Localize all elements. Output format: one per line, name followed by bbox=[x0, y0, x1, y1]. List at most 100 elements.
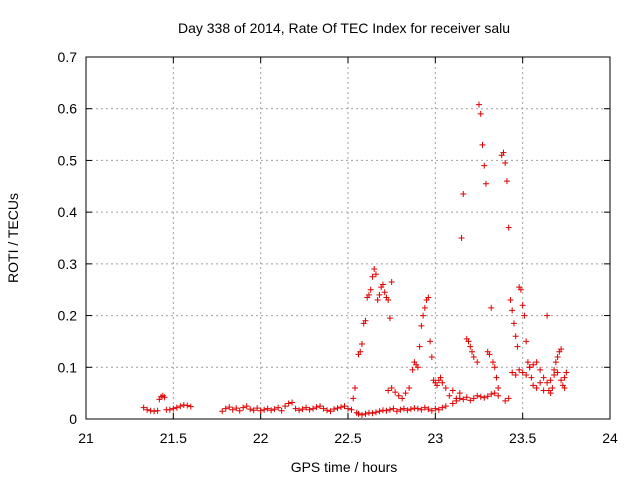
data-point bbox=[563, 369, 570, 376]
data-point bbox=[465, 338, 472, 345]
data-point bbox=[537, 366, 544, 373]
data-point bbox=[310, 405, 317, 412]
data-point bbox=[376, 408, 383, 415]
data-point bbox=[519, 302, 526, 309]
data-point bbox=[275, 404, 282, 411]
data-point bbox=[427, 338, 434, 345]
y-tick-label: 0.2 bbox=[58, 308, 78, 324]
data-point bbox=[519, 369, 526, 376]
data-point bbox=[414, 364, 421, 371]
data-point bbox=[509, 307, 516, 314]
data-point bbox=[226, 404, 233, 411]
data-point bbox=[524, 359, 531, 366]
data-point bbox=[144, 406, 151, 413]
data-points bbox=[140, 101, 570, 418]
data-point bbox=[463, 394, 470, 401]
data-point bbox=[376, 291, 383, 298]
data-point bbox=[243, 403, 250, 410]
data-point bbox=[428, 407, 435, 414]
data-point bbox=[406, 384, 413, 391]
data-point bbox=[392, 389, 399, 396]
data-point bbox=[395, 392, 402, 399]
data-point bbox=[442, 403, 449, 410]
data-point bbox=[421, 404, 428, 411]
data-point bbox=[393, 408, 400, 415]
data-point bbox=[476, 101, 482, 108]
data-point bbox=[449, 387, 456, 394]
data-point bbox=[425, 294, 432, 301]
data-point bbox=[460, 396, 467, 403]
data-point bbox=[180, 402, 187, 409]
data-point bbox=[285, 400, 292, 407]
data-point bbox=[488, 304, 495, 311]
data-point bbox=[233, 405, 240, 412]
data-point bbox=[561, 384, 568, 391]
data-point bbox=[365, 291, 372, 298]
x-tick-label: 21.5 bbox=[160, 430, 187, 446]
data-point bbox=[358, 411, 365, 418]
data-point bbox=[383, 407, 390, 414]
data-point bbox=[418, 406, 425, 413]
data-point bbox=[278, 407, 285, 414]
data-point bbox=[338, 404, 345, 411]
data-point bbox=[425, 406, 432, 413]
data-point bbox=[317, 403, 324, 410]
data-point bbox=[399, 395, 406, 402]
data-point bbox=[219, 408, 226, 415]
data-point bbox=[502, 160, 509, 167]
y-tick-label: 0 bbox=[69, 411, 77, 427]
data-point bbox=[503, 178, 510, 185]
data-point bbox=[271, 406, 278, 413]
data-point bbox=[416, 343, 423, 350]
x-tick-label: 21 bbox=[78, 430, 94, 446]
data-point bbox=[533, 384, 540, 391]
data-point bbox=[250, 407, 257, 414]
data-point bbox=[470, 353, 477, 360]
data-point bbox=[362, 410, 369, 417]
data-point bbox=[528, 374, 535, 381]
data-point bbox=[320, 405, 327, 412]
data-point bbox=[261, 406, 268, 413]
data-point bbox=[491, 364, 498, 371]
data-point bbox=[418, 322, 425, 329]
data-point bbox=[385, 387, 392, 394]
y-tick-label: 0.1 bbox=[58, 359, 78, 375]
data-point bbox=[554, 369, 561, 376]
data-point bbox=[362, 317, 369, 324]
data-point bbox=[369, 273, 376, 280]
data-point bbox=[170, 405, 177, 412]
data-point bbox=[229, 406, 236, 413]
data-point bbox=[540, 374, 547, 381]
data-point bbox=[521, 312, 528, 319]
data-point bbox=[507, 297, 514, 304]
y-axis-label: ROTI / TECUs bbox=[5, 193, 21, 283]
data-point bbox=[484, 393, 491, 400]
data-point bbox=[481, 394, 488, 401]
data-point bbox=[437, 374, 444, 381]
data-point bbox=[184, 402, 191, 409]
data-point bbox=[547, 390, 554, 397]
data-point bbox=[530, 382, 537, 389]
data-point bbox=[166, 406, 173, 413]
data-point bbox=[292, 405, 299, 412]
data-point bbox=[409, 366, 416, 373]
data-point bbox=[247, 406, 254, 413]
data-point bbox=[516, 366, 523, 373]
data-point bbox=[551, 372, 558, 379]
data-point bbox=[147, 407, 154, 414]
data-point bbox=[500, 149, 507, 156]
data-point bbox=[544, 379, 551, 386]
data-point bbox=[173, 404, 180, 411]
data-point bbox=[474, 392, 481, 399]
data-point bbox=[365, 409, 372, 416]
data-point bbox=[446, 392, 453, 399]
data-point bbox=[324, 407, 331, 414]
data-point bbox=[268, 407, 275, 414]
data-point bbox=[486, 351, 493, 358]
data-point bbox=[348, 406, 355, 413]
data-point bbox=[512, 333, 519, 340]
data-point bbox=[303, 404, 310, 411]
data-point bbox=[187, 403, 194, 410]
y-tick-label: 0.4 bbox=[58, 204, 78, 220]
